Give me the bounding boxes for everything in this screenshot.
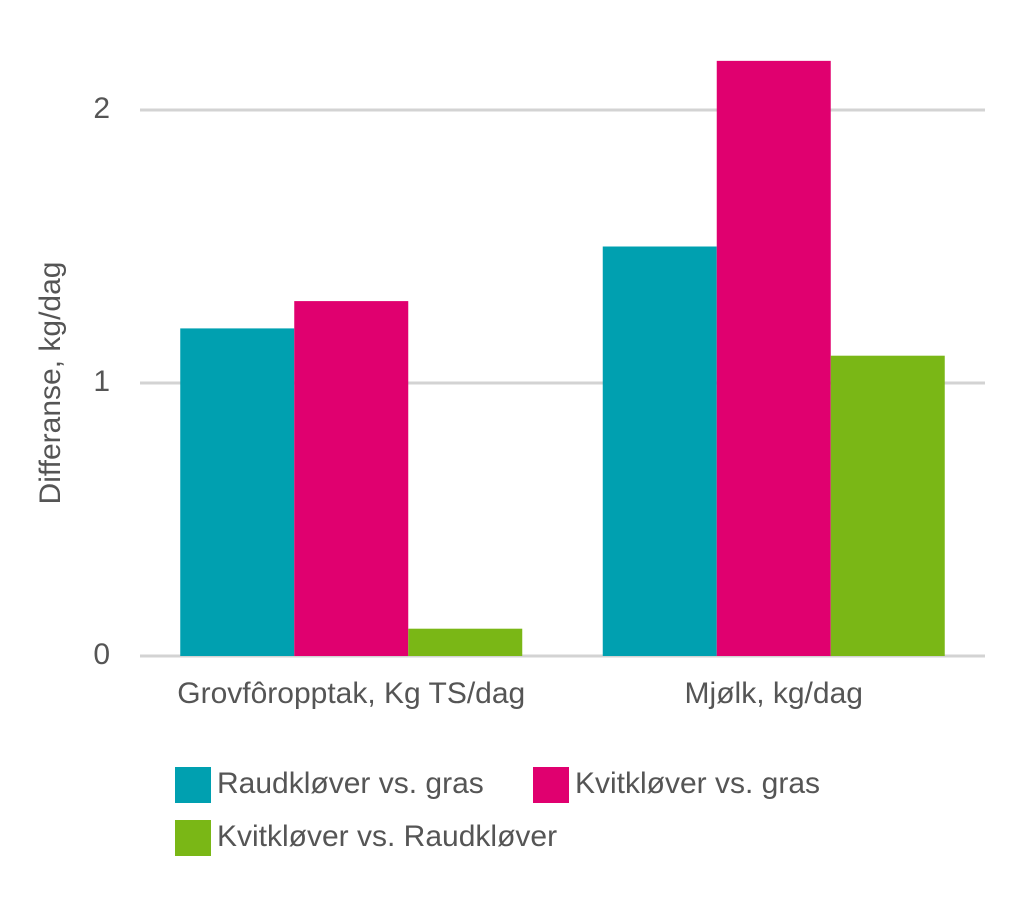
legend-label: Kvitkløver vs. Raudkløver [217,820,557,853]
legend-swatch [175,820,211,856]
legend-swatch [533,767,569,803]
legend-swatch [175,767,211,803]
bar [602,246,717,656]
legend-label: Kvitkløver vs. gras [575,767,820,800]
bar [830,355,945,656]
y-tick-label: 0 [93,638,110,671]
bar [294,301,409,656]
y-axis-label: Differanse, kg/dag [34,262,67,505]
y-tick-label: 1 [93,365,110,398]
x-tick-label: Mjølk, kg/dag [685,677,863,710]
bar [408,628,523,656]
bar [716,60,831,657]
y-tick-label: 2 [93,92,110,125]
legend-label: Raudkløver vs. gras [217,767,484,800]
x-tick-label: Grovfôropptak, Kg TS/dag [177,677,525,710]
bar [180,328,295,656]
